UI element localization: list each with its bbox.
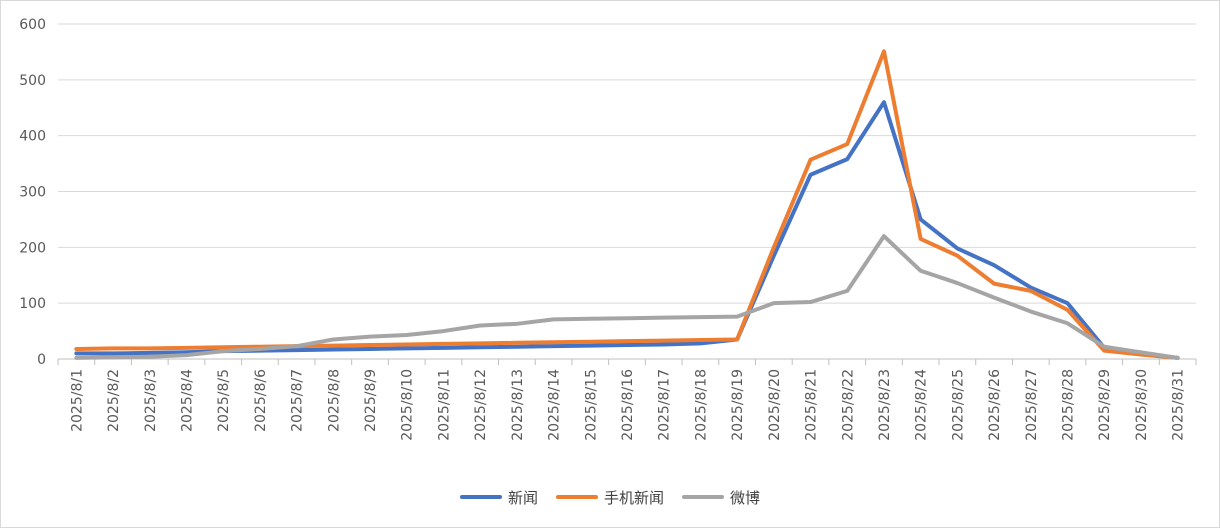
x-tick-labels: 2025/8/1 2025/8/2 2025/8/3 2025/8/4 2025/8/5… [69,369,1186,441]
y-tick-label: 400 [19,129,46,145]
x-tick-label: 2025/8/27 [1024,369,1040,441]
legend: 新闻 手机新闻 微博 [460,489,760,507]
legend-label-2: 微博 [730,489,760,507]
x-tick-label: 2025/8/16 [620,369,636,441]
x-tick-label: 2025/8/13 [510,369,526,441]
x-tick-label: 2025/8/29 [1097,369,1113,441]
y-tick-label: 100 [19,296,46,312]
x-tick-label: 2025/8/2 [106,369,122,432]
x-tick-label: 2025/8/11 [436,369,452,441]
x-tick-label: 2025/8/10 [400,369,416,441]
legend-label-1: 手机新闻 [604,489,664,507]
series-lines [74,49,1180,360]
series-line-2 [74,234,1180,360]
x-tick-label: 2025/8/30 [1134,369,1150,441]
x-tick-label: 2025/8/22 [840,369,856,441]
x-tick-label: 2025/8/7 [290,369,306,432]
x-tick-label: 2025/8/21 [804,369,820,441]
axes [57,358,1197,365]
x-tick-label: 2025/8/19 [730,369,746,441]
x-tick-label: 2025/8/4 [179,369,195,432]
legend-label-0: 新闻 [508,489,538,507]
x-tick-label: 2025/8/14 [547,369,563,441]
y-tick-label: 600 [19,17,46,33]
x-tick-label: 2025/8/6 [253,369,269,432]
x-tick-label: 2025/8/24 [914,369,930,441]
x-tick-label: 2025/8/8 [326,369,342,432]
x-tick-label: 2025/8/1 [69,369,85,432]
y-tick-label: 300 [19,185,46,201]
x-tick-label: 2025/8/25 [950,369,966,441]
y-tick-label: 200 [19,240,46,256]
x-tick-label: 2025/8/17 [657,369,673,441]
y-tick-label: 500 [19,73,46,89]
x-tick-label: 2025/8/18 [693,369,709,441]
x-tick-label: 2025/8/31 [1171,369,1187,441]
y-tick-label: 0 [37,352,46,368]
x-tick-label: 2025/8/23 [877,369,893,441]
x-tick-label: 2025/8/12 [473,369,489,441]
x-tick-label: 2025/8/3 [143,369,159,432]
gridlines [58,23,1196,304]
x-tick-label: 2025/8/9 [363,369,379,432]
x-tick-label: 2025/8/15 [583,369,599,441]
x-tick-label: 2025/8/5 [216,369,232,432]
y-tick-labels: 0 100 200 300 400 500 600 [19,17,46,368]
x-tick-label: 2025/8/26 [987,369,1003,441]
x-tick-label: 2025/8/28 [1061,369,1077,441]
series-line-1 [74,49,1180,360]
x-tick-label: 2025/8/20 [767,369,783,441]
